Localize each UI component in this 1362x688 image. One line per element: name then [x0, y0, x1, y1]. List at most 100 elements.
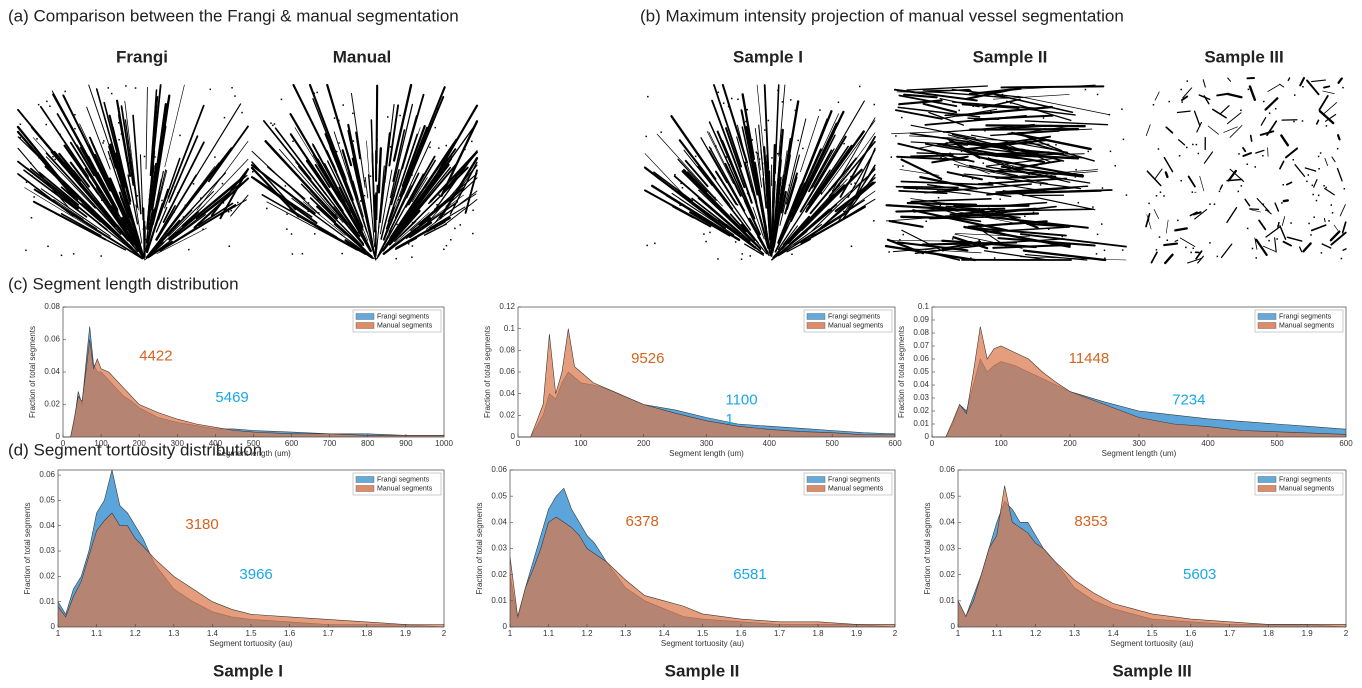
speck [454, 227, 456, 230]
y-tick-label: 0.04 [939, 517, 955, 526]
speck [1181, 101, 1183, 103]
speck [734, 241, 737, 243]
speck [453, 204, 456, 207]
x-tick-label: 1.1 [91, 629, 103, 638]
speck [902, 233, 905, 236]
speck [817, 187, 820, 190]
vessel [378, 210, 401, 253]
x-tick-label: 1.2 [130, 629, 142, 638]
speck [940, 156, 942, 159]
speck [1077, 201, 1080, 204]
speck [1240, 109, 1242, 112]
speck [342, 104, 344, 106]
speck [1121, 108, 1123, 110]
speck [791, 253, 793, 256]
area-fill [63, 339, 444, 437]
vessel [808, 149, 833, 193]
x-tick-label: 1 [508, 629, 513, 638]
speck [996, 214, 998, 217]
speck [890, 156, 893, 158]
vessel [683, 149, 713, 186]
speck [745, 120, 747, 123]
vessel [955, 105, 1054, 117]
vessel [312, 177, 328, 197]
vessel [828, 140, 876, 197]
speck [1008, 173, 1011, 176]
speck [1265, 209, 1267, 211]
speck [290, 233, 293, 235]
panel-title: (c) Segment length distribution [8, 274, 239, 293]
vessel [1022, 249, 1107, 262]
vessel [772, 226, 778, 252]
vessel [1323, 217, 1326, 223]
speck [937, 196, 940, 199]
vessel [906, 201, 978, 206]
vessel [1163, 242, 1179, 247]
vessel [1280, 134, 1290, 147]
vessel-image [643, 83, 876, 261]
vessel [408, 221, 433, 239]
y-tick-label: 0.06 [491, 465, 507, 474]
image-label: Sample III [1204, 47, 1283, 66]
vessel [987, 207, 1039, 229]
speck [31, 175, 33, 177]
vessel [355, 131, 362, 160]
vessel [791, 122, 838, 218]
speck [1319, 152, 1322, 154]
vessel [33, 188, 98, 230]
y-tick-label: 0.04 [39, 521, 55, 530]
x-tick-label: 1.4 [1108, 629, 1120, 638]
speck [724, 227, 726, 229]
speck [1108, 113, 1111, 116]
vessel [776, 128, 784, 193]
vessel [966, 139, 1048, 151]
speck [984, 129, 986, 132]
vessel [354, 190, 376, 259]
speck [958, 109, 961, 112]
vessel [752, 206, 765, 240]
x-tick-label: 1.1 [991, 629, 1003, 638]
legend-label: Manual segments [828, 322, 884, 329]
legend-swatch [806, 313, 826, 320]
speck [47, 245, 49, 248]
speck [758, 158, 761, 160]
annotation: 3180 [185, 516, 218, 533]
vessel [1331, 156, 1336, 163]
annotation: 4422 [139, 347, 172, 364]
vessel [51, 90, 100, 177]
vessel [1226, 92, 1243, 99]
speck [1152, 104, 1155, 106]
vessel [400, 158, 453, 227]
vessel [1304, 167, 1317, 172]
vessel [24, 187, 119, 245]
speck [1301, 120, 1304, 122]
y-tick-label: 0.08 [499, 345, 515, 354]
speck [313, 233, 316, 235]
vessel [164, 84, 185, 168]
vessel [762, 177, 768, 209]
vessel [109, 143, 142, 246]
vessel [1249, 208, 1260, 211]
vessel [395, 216, 451, 250]
speck [1178, 155, 1181, 157]
speck [1282, 184, 1284, 186]
y-axis-label: Fraction of total segments [28, 326, 37, 418]
vessel [423, 223, 448, 236]
vessel [754, 128, 761, 171]
vessel [1220, 105, 1230, 115]
speck [411, 174, 413, 176]
vessel [151, 95, 159, 158]
vessel [95, 88, 125, 187]
speck [445, 144, 448, 147]
vessel [324, 133, 364, 228]
vessel [115, 152, 127, 188]
speck [854, 182, 856, 184]
speck [902, 165, 904, 167]
vessel [898, 99, 943, 106]
speck [820, 192, 822, 194]
vessel [88, 144, 110, 188]
vessel [954, 233, 1031, 238]
vessel [754, 161, 768, 230]
speck [1209, 242, 1211, 244]
speck [434, 126, 437, 129]
